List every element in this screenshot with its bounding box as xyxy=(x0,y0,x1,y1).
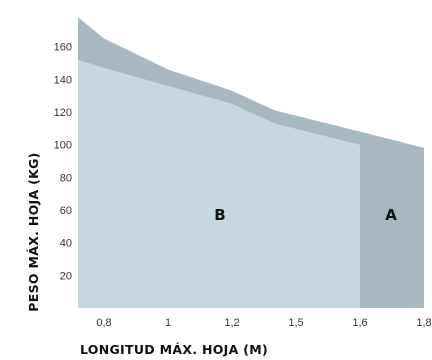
y-tick-label: 20 xyxy=(60,270,72,282)
x-axis-title: LONGITUD MÁX. HOJA (M) xyxy=(80,342,268,357)
tick-layer: 0,8 1 1,2 1,5 1,6 1,8 20 40 60 80 100 120 140 160 xyxy=(54,42,432,329)
area-layer xyxy=(78,17,424,309)
y-tick-label: 80 xyxy=(60,172,72,184)
y-tick-label: 140 xyxy=(54,74,72,86)
y-tick-label: 160 xyxy=(54,42,72,54)
x-tick-label: 1,6 xyxy=(352,317,367,329)
x-tick-label: 1,2 xyxy=(224,317,239,329)
region-label-b: B xyxy=(214,206,225,224)
y-tick-label: 100 xyxy=(54,140,72,152)
x-tick-label: 1,8 xyxy=(416,317,431,329)
y-tick-label: 40 xyxy=(60,238,72,250)
y-tick-label: 60 xyxy=(60,205,72,217)
x-tick-label: 0,8 xyxy=(96,317,111,329)
x-tick-label: 1,5 xyxy=(288,317,303,329)
x-tick-label: 1 xyxy=(165,317,171,329)
y-axis-title: PESO MÁX. HOJA (KG) xyxy=(26,152,41,311)
region-label-a: A xyxy=(385,206,397,224)
area-b xyxy=(78,59,360,309)
y-tick-label: 120 xyxy=(54,107,72,119)
